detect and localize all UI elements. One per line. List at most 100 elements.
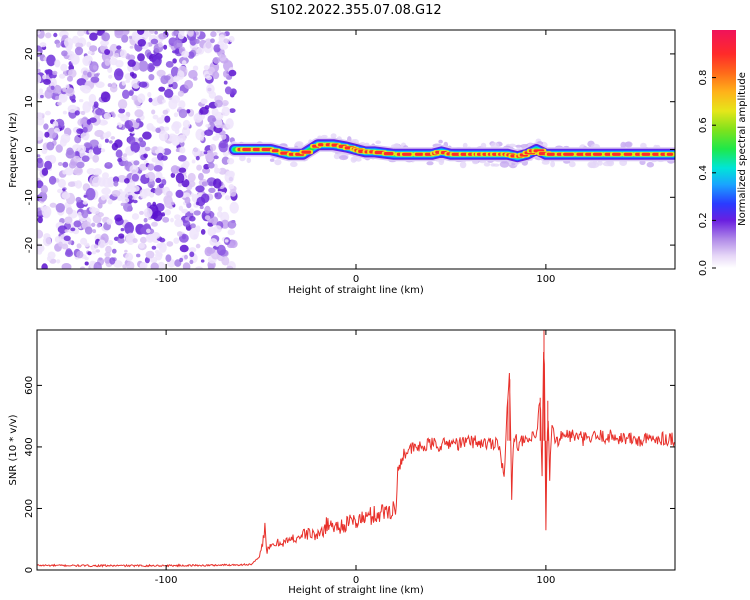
noise-speckle (112, 176, 120, 184)
noise-speckle (120, 202, 126, 206)
noise-speckle (179, 257, 184, 263)
noise-speckle (132, 238, 138, 244)
noise-speckle (91, 250, 97, 255)
snr-x-tick-label: -100 (155, 575, 178, 586)
noise-speckle (121, 34, 129, 43)
noise-speckle (224, 86, 232, 95)
noise-speckle (117, 99, 128, 110)
noise-speckle (37, 116, 45, 126)
noise-speckle (37, 74, 42, 84)
noise-speckle (98, 143, 102, 149)
noise-speckle (57, 188, 63, 194)
noise-speckle (177, 70, 185, 80)
noise-speckle (115, 60, 124, 68)
colorbar-gradient (712, 30, 736, 268)
noise-speckle (95, 81, 105, 88)
noise-speckle (76, 243, 82, 249)
noise-speckle (177, 231, 183, 237)
noise-speckle (131, 173, 139, 182)
noise-speckle (37, 216, 43, 224)
noise-speckle (96, 212, 104, 218)
noise-speckle (68, 161, 77, 169)
noise-speckle (227, 229, 236, 236)
noise-speckle (129, 164, 139, 174)
noise-speckle (157, 261, 166, 269)
noise-speckle (135, 118, 141, 123)
noise-speckle (86, 168, 96, 175)
noise-speckle (87, 100, 94, 107)
noise-speckle (61, 243, 69, 250)
noise-speckle (42, 74, 46, 80)
noise-speckle (161, 99, 166, 103)
noise-speckle (46, 54, 56, 67)
snr-y-tick-label: 600 (24, 376, 35, 395)
noise-speckle (100, 91, 111, 103)
noise-speckle (105, 245, 112, 254)
snr-x-ticks: -100 0 100 (155, 330, 555, 586)
noise-speckle (137, 30, 145, 35)
noise-speckle (57, 178, 66, 188)
noise-speckle (191, 159, 196, 164)
noise-speckle (182, 262, 191, 269)
noise-speckle (218, 54, 227, 61)
noise-speckle (102, 172, 109, 180)
noise-speckle (200, 259, 205, 263)
noise-speckle (44, 155, 53, 161)
noise-speckle (188, 69, 198, 79)
noise-speckle (144, 256, 150, 264)
noise-speckle (143, 153, 148, 159)
ridge-halo-speckle (492, 163, 500, 167)
noise-speckle (73, 220, 82, 228)
noise-speckle (196, 47, 205, 55)
noise-speckle (82, 126, 88, 133)
noise-speckle (48, 175, 57, 185)
ridge-core-red (301, 150, 312, 154)
noise-speckle (151, 109, 156, 115)
noise-speckle (120, 227, 125, 232)
noise-speckle (221, 256, 230, 266)
noise-speckle (195, 243, 201, 249)
noise-speckle (93, 101, 99, 108)
noise-speckle (134, 109, 144, 118)
noise-speckle (189, 36, 197, 46)
noise-speckle (123, 201, 132, 212)
noise-speckle (213, 225, 222, 233)
ridge-halo-speckle (350, 156, 357, 163)
noise-speckle (207, 162, 215, 169)
noise-speckle (108, 140, 113, 144)
noise-speckle (45, 32, 52, 39)
ridge-halo-speckle (239, 155, 246, 162)
noise-speckle (228, 35, 235, 43)
noise-speckle (131, 187, 137, 193)
signal-ridge (227, 133, 675, 169)
noise-speckle (121, 197, 130, 204)
noise-speckle (50, 85, 55, 91)
noise-speckle (109, 257, 116, 265)
ridge-halo-speckle (640, 142, 647, 149)
noise-speckle (118, 123, 123, 128)
noise-speckle (77, 30, 85, 37)
ridge-halo-speckle (339, 155, 348, 161)
noise-speckle (125, 79, 130, 83)
noise-speckle (195, 266, 203, 269)
noise-speckle (37, 157, 43, 164)
noise-speckle (41, 167, 49, 176)
snr-series-line (37, 330, 675, 568)
noise-speckle (46, 141, 55, 151)
spectrogram-y-tick-label: 0 (24, 146, 35, 152)
noise-speckle (102, 132, 110, 139)
noise-speckle (44, 131, 50, 138)
noise-speckle (87, 50, 93, 55)
spectrogram-y-tick-label: 20 (24, 48, 35, 61)
noise-speckle (205, 150, 215, 163)
snr-y-tick-label: 200 (24, 499, 35, 518)
noise-speckle (158, 86, 166, 92)
noise-speckle (90, 207, 100, 215)
noise-speckle (122, 30, 130, 35)
noise-speckle (117, 237, 125, 244)
noise-speckle (170, 172, 176, 178)
noise-speckle (203, 151, 208, 155)
noise-speckle (137, 39, 146, 47)
snr-y-ticks: 0 200 400 600 (24, 376, 675, 573)
